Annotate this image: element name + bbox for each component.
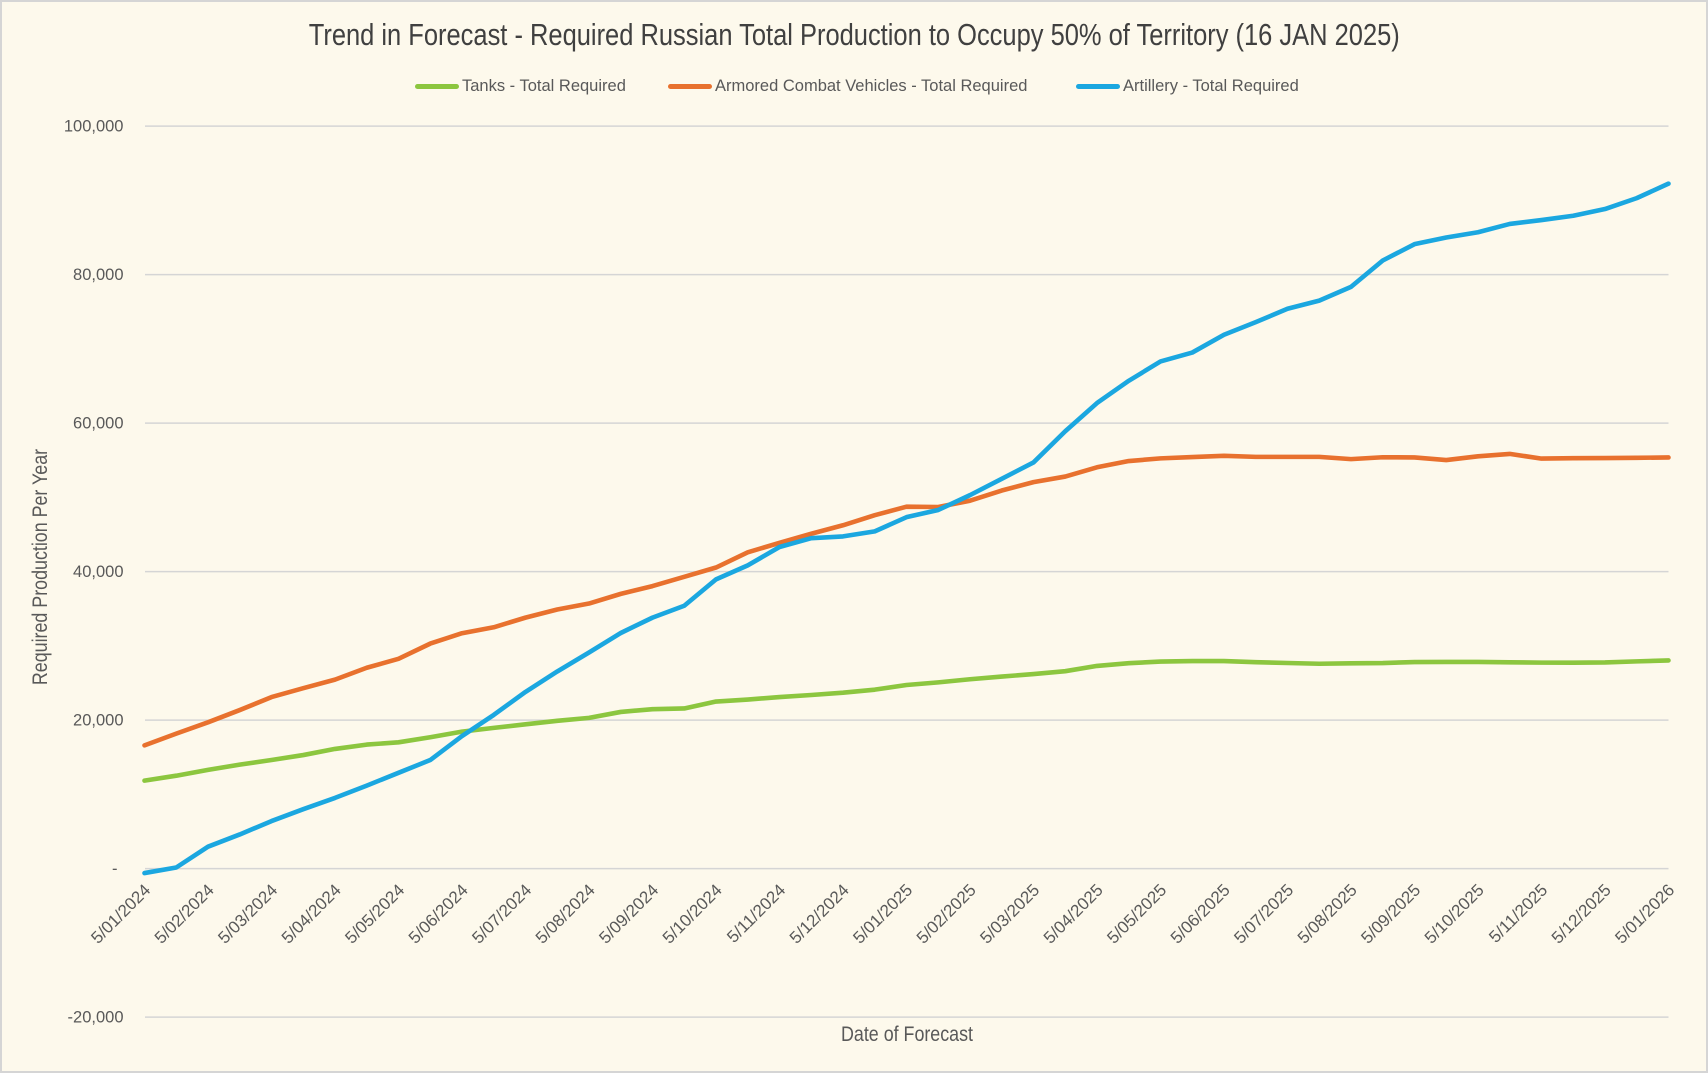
x-axis-title: Date of Forecast — [841, 1023, 973, 1046]
x-tick-label: 5/11/2025 — [1485, 880, 1551, 946]
x-tick-label: 5/02/2024 — [151, 880, 218, 947]
x-tick-label: 5/08/2024 — [532, 880, 599, 947]
legend-marker-artillery-icon — [1076, 83, 1120, 89]
x-tick-label: 5/10/2025 — [1421, 880, 1488, 947]
x-tick-label: 5/01/2026 — [1611, 880, 1678, 947]
x-tick-label: 5/05/2025 — [1103, 880, 1170, 947]
x-tick-label: 5/06/2024 — [405, 880, 472, 947]
x-tick-label: 5/05/2024 — [341, 880, 408, 947]
chart-title: Trend in Forecast - Required Russian Tot… — [308, 17, 1400, 52]
series-line-artillery — [142, 181, 1671, 876]
legend: Tanks - Total Required Armored Combat Ve… — [0, 74, 1708, 98]
x-tick-label: 5/12/2025 — [1548, 880, 1615, 947]
legend-marker-armored-combat-vehicles-icon — [668, 83, 712, 89]
legend-marker-tanks-icon — [415, 83, 459, 89]
legend-item-artillery[interactable]: Artillery - Total Required — [1076, 74, 1299, 98]
x-tick-label: 5/08/2025 — [1294, 880, 1361, 947]
y-axis-title: Required Production Per Year — [29, 448, 52, 686]
y-tick-label: 80,000 — [73, 266, 123, 284]
x-tick-label: 5/01/2024 — [87, 880, 154, 947]
y-tick-label: - — [112, 860, 118, 878]
x-tick-label: 5/01/2025 — [849, 880, 916, 947]
x-tick-label: 5/04/2024 — [278, 880, 345, 947]
x-tick-label: 5/09/2025 — [1357, 880, 1424, 947]
series-line-tanks — [142, 658, 1671, 783]
legend-label-armored-combat-vehicles: Armored Combat Vehicles - Total Required — [715, 76, 1028, 95]
x-tick-label: 5/02/2025 — [913, 880, 980, 947]
series-line-armored-combat-vehicles — [142, 451, 1671, 748]
x-tick-label: 5/03/2024 — [214, 880, 281, 947]
x-tick-label: 5/09/2024 — [595, 880, 662, 947]
y-tick-label: -20,000 — [68, 1009, 124, 1027]
y-tick-label: 20,000 — [73, 712, 123, 730]
y-tick-label: 60,000 — [73, 415, 123, 433]
legend-item-tanks[interactable]: Tanks - Total Required — [415, 74, 626, 98]
x-tick-label: 5/03/2025 — [976, 880, 1043, 947]
y-tick-label: 100,000 — [64, 118, 124, 136]
x-tick-label: 5/12/2024 — [786, 880, 853, 947]
legend-label-artillery: Artillery - Total Required — [1123, 76, 1299, 95]
x-tick-label: 5/11/2024 — [723, 880, 789, 946]
y-tick-label: 40,000 — [73, 563, 123, 581]
legend-label-tanks: Tanks - Total Required — [462, 76, 626, 95]
x-tick-label: 5/04/2025 — [1040, 880, 1107, 947]
x-tick-label: 5/07/2024 — [468, 880, 535, 947]
x-tick-label: 5/07/2025 — [1230, 880, 1297, 947]
x-tick-label: 5/06/2025 — [1167, 880, 1234, 947]
x-tick-label: 5/10/2024 — [659, 880, 726, 947]
legend-item-armored-combat-vehicles[interactable]: Armored Combat Vehicles - Total Required — [668, 74, 1027, 98]
